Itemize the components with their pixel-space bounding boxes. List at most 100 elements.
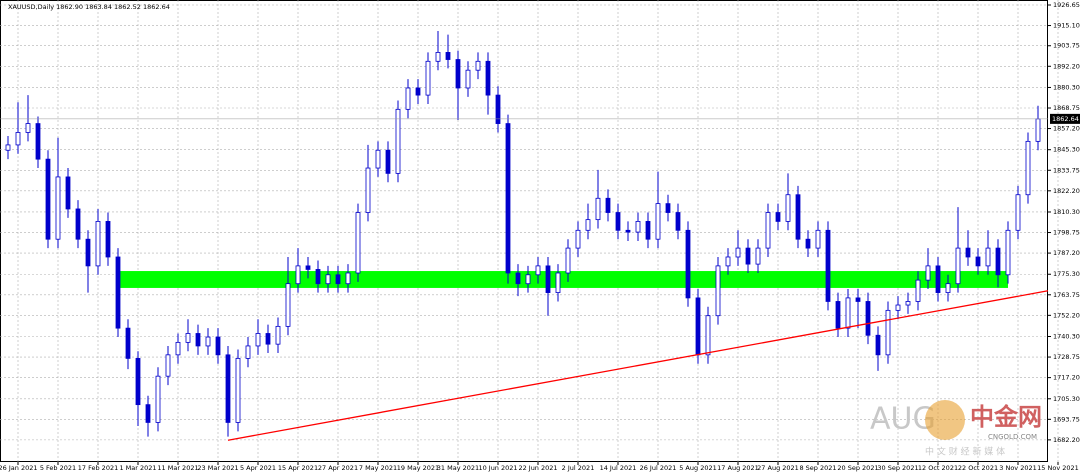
x-tick-label: 5 Aug 2021 bbox=[679, 464, 717, 472]
x-tick-label: 22 Oct 2021 bbox=[958, 464, 998, 472]
x-tick-label: 27 Apr 2021 bbox=[318, 464, 358, 472]
candle-body bbox=[15, 132, 21, 146]
candle-body bbox=[715, 265, 721, 317]
candle-body bbox=[895, 304, 901, 311]
x-tick-label: 5 Apr 2021 bbox=[240, 464, 276, 472]
candle-body bbox=[845, 297, 851, 329]
candle-body bbox=[375, 149, 381, 169]
y-tick-label: 1822.20 bbox=[1053, 187, 1080, 195]
x-tick-label: 19 May 2021 bbox=[397, 464, 439, 472]
candle-body bbox=[765, 212, 771, 249]
candle-body bbox=[255, 333, 261, 347]
candle-body bbox=[995, 247, 1001, 276]
candle-body bbox=[935, 265, 941, 293]
candle-body bbox=[475, 60, 481, 71]
candle-body bbox=[185, 333, 191, 343]
y-tick-label: 1915.10 bbox=[1053, 22, 1080, 30]
x-tick-label: 12 Oct 2021 bbox=[918, 464, 958, 472]
candle-body bbox=[465, 69, 471, 89]
candle-body bbox=[45, 158, 51, 240]
y-tick-label: 1787.20 bbox=[1053, 249, 1080, 257]
candle-body bbox=[965, 247, 971, 258]
candle-body bbox=[165, 354, 171, 377]
y-tick-label: 1857.20 bbox=[1053, 125, 1080, 133]
candle-body bbox=[975, 256, 981, 267]
candle-body bbox=[685, 229, 691, 299]
y-tick-label: 1717.20 bbox=[1053, 374, 1080, 382]
candle-body bbox=[265, 333, 271, 345]
candle-body bbox=[5, 144, 11, 151]
candle-body bbox=[225, 354, 231, 423]
candle-body bbox=[125, 327, 131, 359]
candle-body bbox=[625, 229, 631, 233]
x-tick-label: 14 Jul 2021 bbox=[600, 464, 637, 472]
candle-body bbox=[275, 325, 281, 345]
candle-body bbox=[1025, 140, 1031, 196]
y-tick-label: 1868.75 bbox=[1053, 104, 1080, 112]
candle-body bbox=[785, 194, 791, 222]
candle-body bbox=[175, 341, 181, 356]
candle-body bbox=[345, 272, 351, 285]
y-tick-label: 1705.30 bbox=[1053, 395, 1080, 403]
x-tick-label: 11 Mar 2021 bbox=[157, 464, 198, 472]
candle-body bbox=[435, 52, 441, 62]
candle-body bbox=[755, 247, 761, 265]
candle-body bbox=[55, 176, 61, 240]
watermark-site: 中金网 bbox=[970, 403, 1042, 431]
candle-body bbox=[575, 229, 581, 249]
candle-body bbox=[645, 221, 651, 240]
candle-body bbox=[945, 283, 951, 293]
candle-body bbox=[545, 265, 551, 293]
candle-body bbox=[1015, 194, 1021, 231]
candle-body bbox=[795, 194, 801, 240]
watermark-brand: AUG bbox=[870, 402, 936, 437]
y-tick-label: 1892.20 bbox=[1053, 62, 1080, 70]
candle-body bbox=[385, 149, 391, 174]
candle-body bbox=[365, 167, 371, 213]
candle-body bbox=[595, 197, 601, 221]
candle-body bbox=[1035, 118, 1041, 142]
candle-body bbox=[585, 219, 591, 231]
candle-body bbox=[775, 212, 781, 222]
x-tick-label: 23 Mar 2021 bbox=[197, 464, 238, 472]
candle-body bbox=[495, 94, 501, 124]
candle-body bbox=[555, 272, 561, 293]
candle-body bbox=[855, 297, 861, 302]
x-tick-label: 30 Sep 2021 bbox=[877, 464, 918, 472]
x-tick-label: 2 Jul 2021 bbox=[562, 464, 595, 472]
candle-body bbox=[95, 221, 101, 267]
x-tick-label: 27 Aug 2021 bbox=[757, 464, 799, 472]
candle-body bbox=[35, 123, 41, 160]
candle-body bbox=[705, 315, 711, 356]
candle-body bbox=[85, 238, 91, 267]
candle-body bbox=[905, 301, 911, 306]
candle-body bbox=[605, 197, 611, 213]
candle-body bbox=[205, 336, 211, 347]
x-tick-label: 26 Jan 2021 bbox=[0, 464, 37, 472]
candle-body bbox=[925, 265, 931, 281]
candle-body bbox=[325, 274, 331, 285]
candle-body bbox=[395, 108, 401, 174]
candle-body bbox=[25, 123, 31, 133]
x-tick-label: 10 Jun 2021 bbox=[478, 464, 517, 472]
y-tick-label: 1810.30 bbox=[1053, 208, 1080, 216]
candle-body bbox=[215, 336, 221, 356]
candle-body bbox=[405, 87, 411, 110]
x-tick-label: 22 Jun 2021 bbox=[518, 464, 557, 472]
candle-body bbox=[985, 247, 991, 267]
candle-body bbox=[665, 203, 671, 213]
y-tick-label: 1845.30 bbox=[1053, 146, 1080, 154]
candle-body bbox=[195, 333, 201, 347]
candle-body bbox=[695, 297, 701, 356]
candle-body bbox=[745, 247, 751, 265]
candle-body bbox=[955, 247, 961, 285]
y-tick-label: 1693.75 bbox=[1053, 415, 1080, 423]
candle-body bbox=[815, 229, 821, 249]
candle-body bbox=[875, 334, 881, 356]
y-tick-label: 1763.75 bbox=[1053, 291, 1080, 299]
x-tick-label: 7 May 2021 bbox=[359, 464, 397, 472]
y-tick-label: 1740.30 bbox=[1053, 333, 1080, 341]
candle-body bbox=[415, 87, 421, 96]
candle-body bbox=[1005, 229, 1011, 276]
x-tick-label: 5 Feb 2021 bbox=[40, 464, 76, 472]
